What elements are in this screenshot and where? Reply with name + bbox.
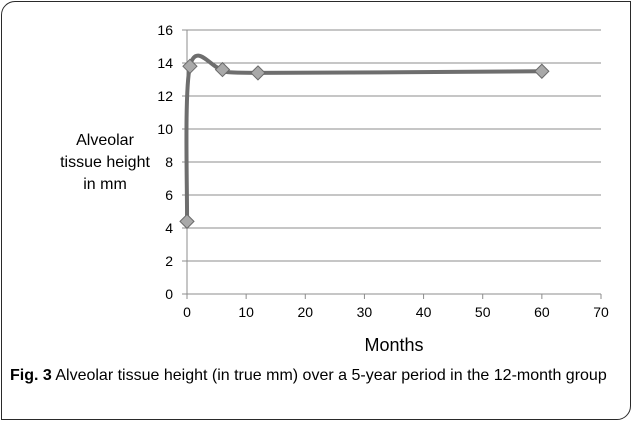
y-tick-label: 12: [157, 88, 173, 104]
figure-caption-text: Alveolar tissue height (in true mm) over…: [51, 367, 607, 384]
y-tick-label: 4: [165, 220, 173, 236]
x-tick-label: 20: [297, 304, 313, 320]
x-tick-label: 0: [183, 304, 191, 320]
y-axis-label-line-2: tissue height: [60, 154, 150, 171]
y-tick-label: 0: [165, 286, 173, 302]
data-point-marker: [179, 213, 195, 230]
series-line: [184, 53, 544, 224]
y-axis-label-line-3: in mm: [83, 176, 127, 193]
x-tick-label: 60: [534, 304, 550, 320]
data-point-marker: [182, 58, 198, 75]
y-tick-label: 16: [157, 22, 173, 38]
x-tick-label: 30: [357, 304, 373, 320]
x-tick-label: 70: [593, 304, 609, 320]
figure-caption: Fig. 3 Alveolar tissue height (in true m…: [10, 365, 622, 387]
figure-caption-label: Fig. 3: [10, 367, 52, 384]
x-tick-label: 40: [416, 304, 432, 320]
x-tick-label: 10: [238, 304, 254, 320]
y-axis-label-line-1: Alveolar: [76, 132, 134, 149]
data-point-marker: [250, 65, 266, 81]
data-point-marker: [214, 61, 231, 78]
y-tick-label: 8: [165, 154, 173, 170]
y-tick-label: 10: [157, 121, 173, 137]
x-axis-label: Months: [364, 335, 423, 355]
x-tick-label: 50: [475, 304, 491, 320]
y-tick-label: 14: [157, 55, 173, 71]
y-tick-label: 6: [165, 187, 173, 203]
y-tick-label: 2: [165, 253, 173, 269]
data-point-marker: [534, 63, 550, 79]
